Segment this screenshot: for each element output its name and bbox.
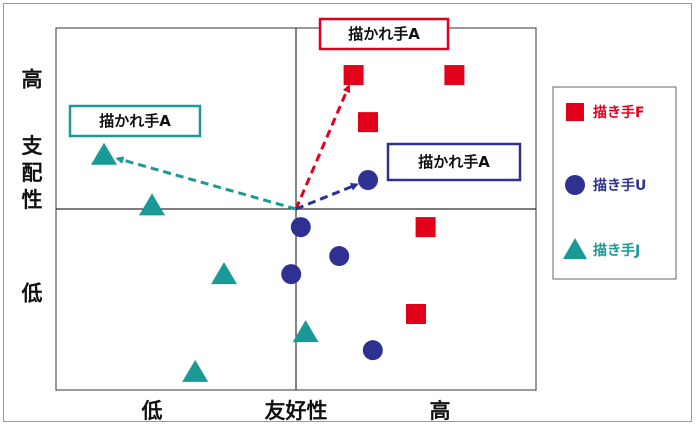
x-axis-label: 友好性 bbox=[265, 399, 328, 423]
circle-point bbox=[290, 217, 311, 238]
chart-frame bbox=[3, 3, 692, 422]
circle-point bbox=[281, 264, 302, 285]
square-point bbox=[415, 217, 436, 238]
annotation-arrow bbox=[295, 183, 359, 211]
legend-square-icon bbox=[566, 103, 584, 121]
x-tick-label: 低 bbox=[141, 399, 163, 423]
legend-triangle-icon bbox=[563, 238, 587, 259]
y-axis-label: 支配性 bbox=[22, 134, 44, 212]
circle-point bbox=[362, 340, 383, 361]
annotation-label: 描かれ手A bbox=[418, 153, 490, 171]
annotation-arrow bbox=[294, 84, 351, 210]
annotation-box bbox=[386, 142, 522, 182]
legend-label: 描き手J bbox=[593, 242, 640, 259]
annotation-arrow bbox=[115, 156, 297, 211]
triangle-point bbox=[292, 320, 319, 343]
y-tick-label: 高 bbox=[22, 68, 43, 92]
triangle-point bbox=[182, 359, 209, 382]
square-point bbox=[343, 65, 364, 86]
circle-point bbox=[329, 246, 350, 267]
annotation-label: 描かれ手A bbox=[348, 25, 420, 43]
square-point bbox=[358, 112, 378, 133]
annotation-box bbox=[318, 17, 450, 51]
square-point bbox=[444, 65, 465, 86]
legend-circle-icon bbox=[565, 175, 585, 195]
triangle-point bbox=[211, 262, 237, 285]
x-tick-label: 高 bbox=[430, 399, 451, 423]
circle-point bbox=[358, 170, 378, 191]
square-point bbox=[406, 303, 426, 324]
triangle-point bbox=[139, 193, 165, 216]
legend-label: 描き手U bbox=[593, 177, 646, 194]
annotation-box bbox=[68, 104, 202, 138]
y-tick-label: 低 bbox=[21, 281, 43, 305]
triangle-point bbox=[91, 142, 117, 165]
legend-label: 描き手F bbox=[593, 104, 645, 121]
annotation-label: 描かれ手A bbox=[99, 112, 171, 130]
